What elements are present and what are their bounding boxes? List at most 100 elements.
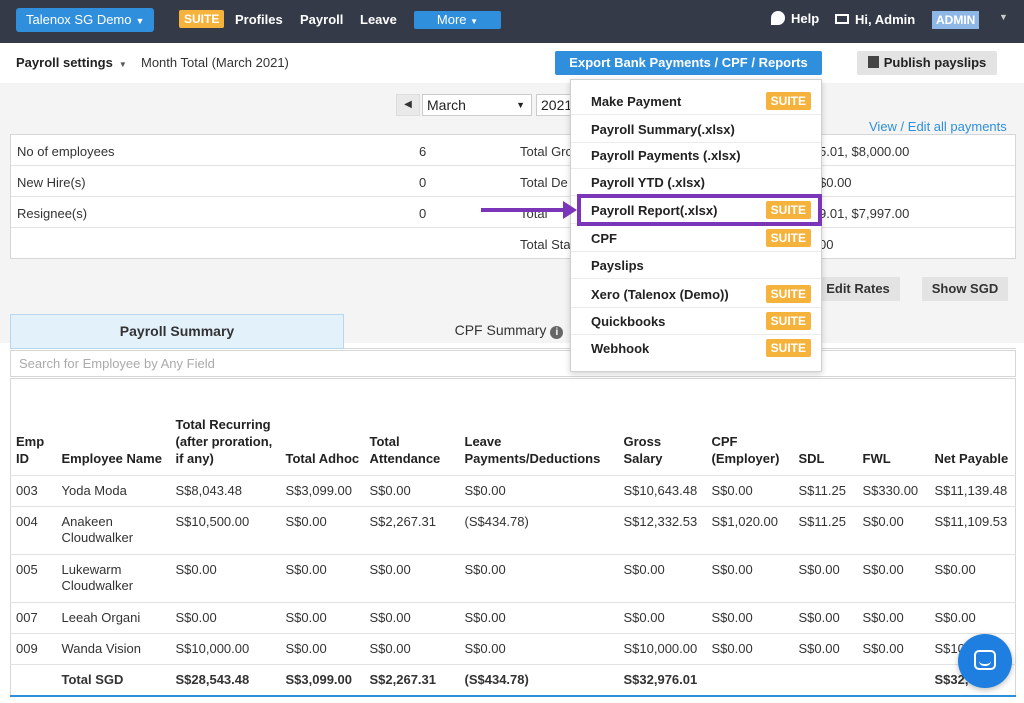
table-row[interactable]: 005 Lukewarm Cloudwalker S$0.00 S$0.00 S… (10, 554, 1016, 603)
tab-payroll-summary[interactable]: Payroll Summary (10, 314, 344, 349)
admin-badge: ADMIN (932, 11, 980, 29)
show-sgd-button[interactable]: Show SGD (922, 277, 1008, 301)
table-cell: S$0.00 (706, 602, 794, 634)
table-cell: S$11.25 (793, 506, 858, 555)
table-cell: 007 (10, 602, 57, 634)
export-reports-button[interactable]: Export Bank Payments / CPF / Reports (555, 51, 822, 75)
table-cell: Anakeen Cloudwalker (56, 506, 171, 555)
month-total-label: Month Total (March 2021) (141, 55, 289, 70)
nav-payroll[interactable]: Payroll (300, 12, 344, 27)
view-edit-payments-link[interactable]: View / Edit all payments (869, 119, 1007, 134)
edit-rates-button[interactable]: Edit Rates (816, 277, 900, 301)
column-header[interactable]: Emp ID (10, 378, 57, 476)
suite-badge: SUITE (765, 339, 811, 357)
caret-down-icon: ▼ (135, 16, 145, 26)
table-row[interactable]: 007 Leeah Organi S$0.00 S$0.00 S$0.00 S$… (10, 602, 1016, 634)
stat-value: 5.01, $8,000.00 (819, 144, 910, 159)
chat-widget-button[interactable] (958, 634, 1012, 688)
help-link[interactable]: Help (771, 11, 819, 26)
table-cell: 009 (10, 633, 57, 665)
column-header[interactable]: Gross Salary (618, 378, 707, 476)
top-navbar: Talenox SG Demo ▼ SUITE Profiles Payroll … (0, 0, 1024, 43)
publish-icon (867, 56, 879, 68)
org-switcher-button[interactable]: Talenox SG Demo ▼ (16, 8, 155, 32)
menu-item-payroll-ytd[interactable]: Payroll YTD (.xlsx) (571, 169, 821, 196)
info-icon[interactable]: i (550, 326, 564, 339)
menu-item-cpf[interactable]: CPF SUITE (571, 225, 821, 252)
publish-payslips-button[interactable]: Publish payslips (857, 51, 997, 75)
table-cell: S$0.00 (364, 633, 460, 665)
column-header[interactable]: Total Recurring (after proration, if any… (170, 378, 281, 476)
table-cell: S$0.00 (170, 602, 281, 634)
column-header[interactable]: SDL (793, 378, 858, 476)
previous-month-button[interactable]: ◀ (396, 94, 420, 116)
table-cell: S$10,000.00 (618, 633, 707, 665)
table-cell: S$2,267.31 (364, 506, 460, 555)
stat-row: Total Sta 00 (11, 228, 1015, 259)
total-cell (707, 665, 794, 696)
menu-item-webhook[interactable]: Webhook SUITE (571, 335, 821, 362)
caret-down-icon: ▼ (516, 100, 525, 110)
highlight-annotation-box (577, 194, 822, 226)
payroll-table: Emp ID Employee Name Total Recurring (af… (10, 378, 1016, 697)
table-cell: (S$434.78) (459, 506, 619, 555)
caret-down-icon: ▼ (470, 17, 479, 26)
menu-item-quickbooks[interactable]: Quickbooks SUITE (571, 308, 821, 335)
user-greeting[interactable]: Hi, Admin (835, 12, 915, 27)
table-cell: S$0.00 (459, 554, 619, 603)
user-menu-caret-icon[interactable]: ▼ (999, 12, 1008, 22)
more-menu-button[interactable]: More ▼ (414, 11, 501, 29)
suite-badge: SUITE (765, 312, 811, 330)
column-header[interactable]: Total Attendance (364, 378, 460, 476)
stat-value: 6 (419, 144, 427, 159)
table-cell: S$0.00 (857, 602, 930, 634)
table-row[interactable]: 003 Yoda Moda S$8,043.48 S$3,099.00 S$0.… (10, 475, 1016, 507)
menu-item-payroll-summary[interactable]: Payroll Summary(.xlsx) (571, 116, 821, 143)
total-cell: S$32, (934, 672, 969, 687)
stat-value: $0.00 (819, 175, 852, 190)
table-cell: S$0.00 (280, 506, 365, 555)
nav-leave[interactable]: Leave (360, 12, 397, 27)
tab-cpf-summary[interactable]: CPF Summary i (344, 314, 674, 349)
table-cell: S$0.00 (280, 602, 365, 634)
table-cell: S$10,643.48 (618, 475, 707, 507)
menu-item-payroll-payments[interactable]: Payroll Payments (.xlsx) (571, 142, 821, 169)
table-cell: S$10,000.00 (170, 633, 281, 665)
column-header[interactable]: CPF (Employer) (706, 378, 794, 476)
table-total-row: Total SGD S$28,543.48 S$3,099.00 S$2,267… (11, 665, 1016, 696)
table-cell: S$0.00 (793, 633, 858, 665)
total-cell: (S$434.78) (464, 672, 529, 687)
nav-profiles[interactable]: Profiles (235, 12, 283, 27)
total-cell: S$2,267.31 (369, 672, 437, 687)
table-row[interactable]: 009 Wanda Vision S$10,000.00 S$0.00 S$0.… (10, 633, 1016, 665)
table-cell: S$0.00 (618, 554, 707, 603)
table-cell: Leeah Organi (56, 602, 171, 634)
table-cell: 005 (10, 554, 57, 603)
column-header[interactable]: Net Payable (929, 378, 1016, 476)
menu-item-xero[interactable]: Xero (Talenox (Demo)) SUITE (571, 281, 821, 308)
table-cell: S$0.00 (364, 602, 460, 634)
employee-search-input[interactable]: Search for Employee by Any Field (10, 350, 1016, 377)
menu-item-payslips[interactable]: Payslips (571, 252, 821, 279)
table-cell: S$0.00 (857, 506, 930, 555)
payroll-settings-dropdown[interactable]: Payroll settings ▼ (16, 55, 127, 70)
table-cell: Yoda Moda (56, 475, 171, 507)
chat-smile-icon (979, 661, 991, 666)
table-cell: S$8,043.48 (170, 475, 281, 507)
column-header[interactable]: Leave Payments/Deductions (459, 378, 619, 476)
menu-item-make-payment[interactable]: Make Payment SUITE (571, 88, 821, 115)
column-header[interactable]: FWL (857, 378, 930, 476)
table-cell: S$0.00 (280, 633, 365, 665)
table-cell: S$0.00 (364, 554, 460, 603)
table-cell: S$0.00 (857, 554, 930, 603)
annotation-arrow-icon (481, 208, 565, 212)
table-cell: S$0.00 (618, 602, 707, 634)
month-select[interactable]: March ▼ (422, 94, 532, 116)
stat-label: Total Gro (520, 144, 573, 159)
column-header[interactable]: Employee Name (56, 378, 171, 476)
table-cell: S$0.00 (280, 554, 365, 603)
table-row[interactable]: 004 Anakeen Cloudwalker S$10,500.00 S$0.… (10, 506, 1016, 555)
suite-badge: SUITE (765, 285, 811, 303)
column-header[interactable]: Total Adhoc (280, 378, 365, 476)
stat-label: No of employees (17, 144, 115, 159)
